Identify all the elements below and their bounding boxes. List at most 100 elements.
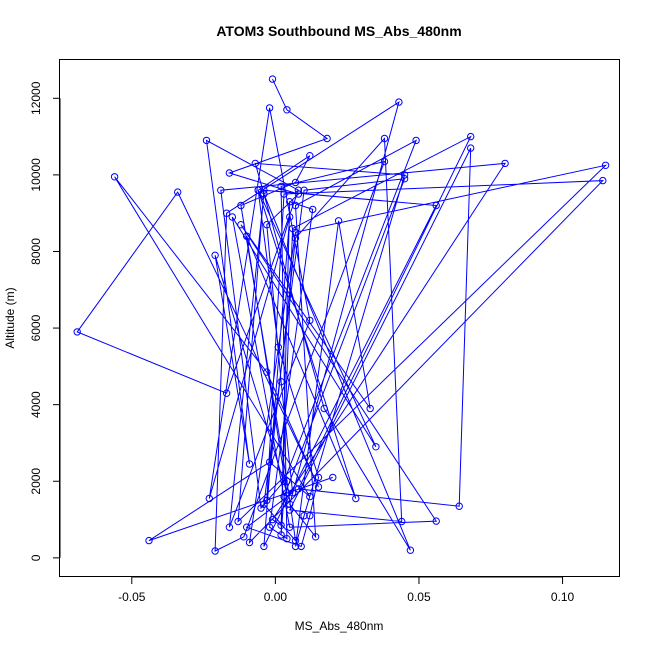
data-point	[211, 251, 219, 260]
y-axis-label: Altitude (m)	[3, 287, 17, 348]
data-point	[277, 182, 285, 191]
data-point	[277, 521, 285, 529]
plot-area-frame	[59, 59, 620, 577]
data-point	[311, 533, 320, 541]
y-tick-label: 2000	[29, 468, 43, 495]
data-point	[398, 517, 406, 526]
y-axis: 0 2000 4000 6000 8000 10000 12000	[29, 81, 61, 561]
data-point	[294, 186, 303, 194]
data-point	[291, 234, 300, 242]
data-point	[217, 186, 225, 194]
data-point	[225, 523, 234, 531]
data-point	[601, 161, 610, 170]
data-point	[245, 538, 254, 547]
data-point	[277, 378, 285, 386]
y-tick-label: 4000	[29, 391, 43, 418]
data-point	[334, 217, 343, 225]
data-point	[400, 171, 409, 179]
data-point	[286, 198, 294, 206]
data-point	[314, 483, 323, 491]
data-point	[352, 494, 360, 503]
data-point	[291, 178, 300, 187]
y-tick-label: 6000	[29, 314, 43, 341]
data-point	[306, 152, 314, 160]
data-point	[291, 228, 300, 237]
data-point	[265, 458, 274, 466]
data-point	[406, 546, 415, 554]
data-point	[432, 201, 440, 210]
data-point	[240, 533, 248, 541]
data-point	[245, 460, 254, 468]
data-point	[329, 473, 337, 482]
data-point	[306, 512, 314, 520]
data-point	[599, 176, 607, 185]
data-point	[320, 404, 328, 413]
data-point	[412, 136, 420, 145]
x-tick-label: 0.10	[551, 590, 575, 604]
data-point	[467, 132, 475, 141]
x-tick-label: -0.05	[118, 590, 146, 604]
data-point	[323, 134, 331, 143]
data-point	[395, 98, 403, 106]
chart-title: ATOM3 Southbound MS_Abs_480nm	[216, 23, 461, 39]
data-point	[237, 221, 245, 229]
data-point	[145, 536, 153, 545]
data-point	[283, 535, 291, 543]
y-tick-label: 12000	[29, 81, 43, 115]
y-tick-label: 0	[29, 554, 43, 561]
data-point	[306, 316, 314, 325]
data-point	[260, 186, 268, 194]
data-point	[294, 485, 303, 493]
data-point	[283, 489, 291, 497]
data-point	[400, 175, 409, 183]
data-point	[243, 232, 251, 240]
data-point	[268, 75, 277, 83]
x-axis-label: MS_Abs_480nm	[295, 619, 384, 633]
data-point	[243, 523, 251, 531]
data-point	[260, 542, 268, 551]
y-tick-label: 8000	[29, 238, 43, 265]
series-line	[76, 78, 608, 552]
data-point	[286, 506, 294, 514]
x-tick-label: 0.05	[407, 590, 431, 604]
data-point	[211, 547, 219, 555]
data-point	[283, 106, 291, 114]
data-point	[286, 213, 294, 221]
data-point	[265, 523, 274, 531]
data-point	[380, 157, 389, 166]
data-point	[314, 473, 323, 482]
data-point	[291, 201, 300, 210]
x-tick-label: 0.00	[264, 590, 288, 604]
data-point	[380, 134, 389, 143]
data-point	[291, 536, 300, 545]
data-point	[286, 523, 294, 531]
data-point	[306, 492, 314, 501]
data-point	[202, 136, 211, 145]
data-point	[225, 169, 234, 177]
data-point	[300, 512, 308, 520]
data-point	[467, 144, 475, 152]
data-point	[297, 542, 305, 551]
data-point	[263, 221, 271, 229]
data-point	[294, 190, 303, 198]
data-point	[222, 389, 231, 397]
data-point	[291, 542, 300, 551]
data-point	[222, 209, 231, 217]
data-point	[372, 443, 380, 451]
data-point	[366, 404, 374, 413]
data-point	[254, 186, 262, 194]
data-point	[265, 104, 274, 112]
data-point	[205, 494, 214, 503]
data-point	[280, 190, 288, 198]
data-point	[501, 159, 509, 168]
data-point	[283, 477, 291, 485]
data-point	[300, 186, 308, 194]
data-point	[228, 213, 237, 221]
data-point	[288, 489, 297, 497]
data-point	[174, 188, 182, 196]
data-point	[277, 531, 285, 539]
series-layer	[73, 75, 610, 555]
data-point	[309, 205, 317, 214]
data-point	[263, 368, 271, 376]
